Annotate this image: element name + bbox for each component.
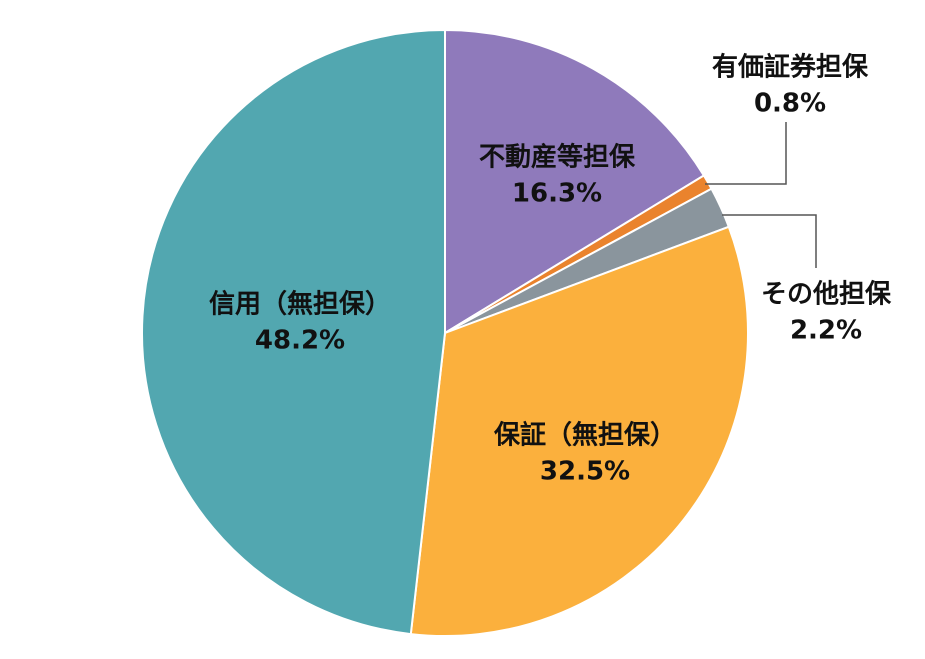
slice-label: 信用（無担保） [209,290,391,320]
leader-line [722,214,817,268]
slice-value: 16.3% [512,179,602,209]
leader-line [705,122,787,185]
slice-value: 2.2% [790,316,862,346]
slice-value: 32.5% [540,457,630,487]
slice-label: 不動産等担保 [479,142,636,173]
slice-value: 48.2% [255,326,345,356]
pie-slice [409,225,749,637]
pie-slice [141,28,446,636]
pie-slice [444,28,706,335]
slice-value: 0.8% [754,89,826,119]
slice-label: その他担保 [761,280,892,310]
slice-label: 保証（無担保） [493,420,676,451]
slice-label: 有価証券担保 [712,52,869,83]
